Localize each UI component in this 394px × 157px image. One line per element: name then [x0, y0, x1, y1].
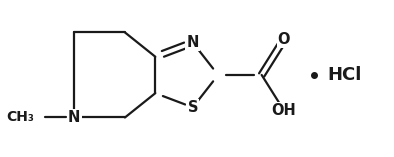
Text: O: O: [278, 32, 290, 47]
Text: OH: OH: [271, 103, 296, 118]
Text: HCl: HCl: [327, 66, 362, 84]
Text: N: N: [187, 35, 199, 50]
Text: S: S: [188, 100, 198, 115]
Text: N: N: [68, 110, 80, 125]
Text: CH₃: CH₃: [6, 111, 34, 125]
